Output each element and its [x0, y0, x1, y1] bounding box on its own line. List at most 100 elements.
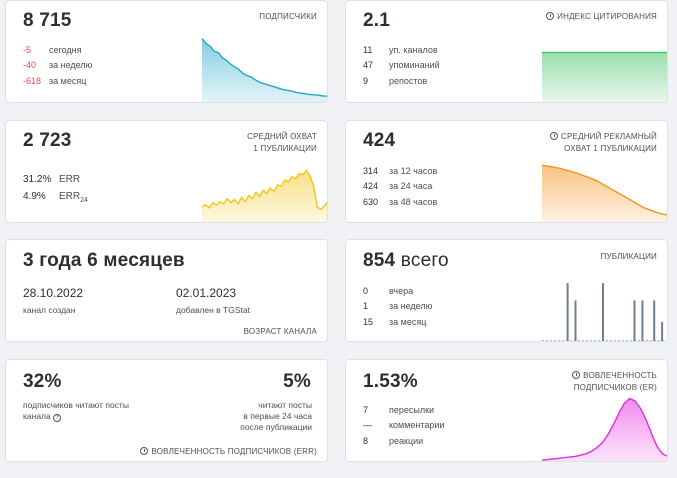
er-title-line1-wrap: ВОВЛЕЧЕННОСТЬ — [572, 370, 657, 382]
subscribers-row-week: -40 за неделю — [23, 60, 92, 71]
subscribers-today-label: сегодня — [49, 45, 82, 55]
subscribers-week-label: за неделю — [49, 60, 93, 70]
err-title-wrap: ВОВЛЕЧЕННОСТЬ ПОДПИСЧИКОВ (ERR) — [140, 446, 317, 458]
err-left-text-line2: канала — [23, 411, 51, 421]
publications-value: 854 — [363, 250, 396, 271]
publications-card[interactable]: 854 всего ПУБЛИКАЦИИ 0 вчера 1 за неделю… — [345, 239, 668, 342]
reach-chart[interactable] — [202, 169, 328, 223]
er-row-reactions: 8 реакции — [363, 436, 423, 447]
reach-card[interactable]: 2 723 СРЕДНИЙ ОХВАТ 1 ПУБЛИКАЦИИ 31.2% E… — [5, 120, 328, 223]
question-icon[interactable]: ? — [53, 414, 62, 422]
age-added-label: добавлен в TGStat — [176, 305, 250, 315]
ad-reach-24h-label: за 24 часа — [389, 181, 433, 191]
chart-line — [542, 397, 667, 461]
chart-bar — [661, 321, 664, 341]
ad-reach-24h-num: 424 — [363, 181, 379, 191]
ad-reach-chart[interactable] — [542, 164, 668, 223]
err-right-text: читают посты в первые 24 часа после публ… — [240, 400, 312, 433]
subscribers-card[interactable]: 8 715 ПОДПИСЧИКИ -5 сегодня -40 за недел… — [5, 0, 328, 103]
info-icon[interactable] — [572, 371, 581, 379]
subscribers-value: 8 715 — [23, 10, 72, 31]
err-right-text-line1: читают посты — [258, 400, 312, 410]
er-value: 1.53% — [363, 371, 418, 392]
info-icon[interactable] — [140, 447, 149, 455]
citation-title: ИНДЕКС ЦИТИРОВАНИЯ — [557, 12, 657, 21]
publications-week-label: за неделю — [389, 301, 433, 311]
reach-err24-label: ERR24 — [59, 191, 88, 206]
subscribers-chart[interactable] — [202, 37, 328, 103]
chart-area — [542, 398, 667, 461]
age-card[interactable]: 3 года 6 месяцев 28.10.2022 канал создан… — [5, 239, 328, 342]
er-reactions-label: реакции — [389, 436, 424, 446]
reach-err-value: 31.2% — [23, 174, 52, 185]
age-created-date: 28.10.2022 — [23, 286, 84, 300]
ad-reach-title-line1-wrap: СРЕДНИЙ РЕКЛАМНЫЙ — [550, 131, 657, 143]
er-card[interactable]: 1.53% ВОВЛЕЧЕННОСТЬ ПОДПИСЧИКОВ (ER) 7 п… — [345, 359, 668, 462]
chart-area — [542, 165, 667, 222]
ad-reach-48h-num: 630 — [363, 197, 379, 207]
chart-bar — [633, 300, 636, 341]
er-row-comments: — комментарии — [363, 420, 444, 431]
publications-month-num: 15 — [363, 317, 374, 327]
publications-chart[interactable] — [542, 282, 668, 342]
info-icon[interactable] — [546, 12, 555, 20]
citation-row-channels: 11 уп. каналов — [363, 45, 438, 56]
citation-mentions-label: упоминаний — [389, 60, 440, 70]
age-created-label: канал создан — [23, 305, 76, 315]
ad-reach-row-12h: 314 за 12 часов — [363, 166, 437, 177]
citation-channels-num: 11 — [363, 45, 373, 55]
age-added-date: 02.01.2023 — [176, 286, 237, 300]
er-row-forwards: 7 пересылки — [363, 405, 434, 416]
err-right-text-line3: после публикации — [240, 422, 312, 432]
subscribers-month-num: -618 — [23, 76, 42, 86]
er-forwards-label: пересылки — [389, 405, 435, 415]
citation-value: 2.1 — [363, 10, 391, 31]
citation-reposts-num: 9 — [363, 76, 369, 86]
ad-reach-48h-label: за 48 часов — [389, 197, 438, 207]
publications-row-yesterday: 0 вчера — [363, 286, 413, 297]
reach-err24-value: 4.9% — [23, 191, 46, 202]
err-left-text-line1: подписчиков читают посты — [23, 400, 129, 410]
ad-reach-value: 424 — [363, 130, 396, 151]
chart-line — [202, 169, 327, 211]
reach-err24-row: 4.9% ERR24 — [23, 191, 88, 206]
subscribers-today-num: -5 — [23, 45, 32, 55]
citation-row-mentions: 47 упоминаний — [363, 60, 440, 71]
publications-row-month: 15 за месяц — [363, 317, 426, 328]
err-card[interactable]: 32% подписчиков читают посты канала ? 5%… — [5, 359, 328, 462]
subscribers-title: ПОДПИСЧИКИ — [259, 12, 317, 21]
subscribers-week-num: -40 — [23, 60, 37, 70]
reach-err-label: ERR — [59, 174, 81, 185]
er-comments-label: комментарии — [389, 420, 445, 430]
er-comments-num: — — [363, 420, 372, 430]
reach-title-line2: 1 ПУБЛИКАЦИИ — [253, 144, 317, 153]
publications-title: ПУБЛИКАЦИИ — [600, 252, 657, 261]
citation-row-reposts: 9 репостов — [363, 76, 427, 87]
reach-title-line1: СРЕДНИЙ ОХВАТ — [247, 132, 317, 141]
chart-area — [542, 52, 667, 102]
citation-card[interactable]: 2.1 ИНДЕКС ЦИТИРОВАНИЯ 11 уп. каналов 47… — [345, 0, 668, 103]
publications-value-suffix: всего — [395, 250, 449, 271]
er-reactions-num: 8 — [363, 436, 369, 446]
subscribers-row-today: -5 сегодня — [23, 45, 82, 56]
citation-title-wrap: ИНДЕКС ЦИТИРОВАНИЯ — [546, 11, 657, 23]
publications-row-week: 1 за неделю — [363, 301, 432, 312]
chart-bar — [641, 300, 644, 341]
chart-line — [202, 38, 327, 97]
ad-reach-title: СРЕДНИЙ РЕКЛАМНЫЙ ОХВАТ 1 ПУБЛИКАЦИИ — [550, 131, 657, 155]
ad-reach-card[interactable]: 424 СРЕДНИЙ РЕКЛАМНЫЙ ОХВАТ 1 ПУБЛИКАЦИИ… — [345, 120, 668, 223]
citation-mentions-num: 47 — [363, 60, 374, 70]
info-icon[interactable] — [550, 132, 559, 140]
er-title-line1: ВОВЛЕЧЕННОСТЬ — [583, 371, 657, 380]
reach-err24-sub: 24 — [80, 197, 88, 204]
er-title-line2: ПОДПИСЧИКОВ (ER) — [573, 383, 657, 392]
err-left-text: подписчиков читают посты канала ? — [23, 400, 129, 422]
publications-yesterday-label: вчера — [389, 286, 414, 296]
er-forwards-num: 7 — [363, 405, 369, 415]
publications-value-wrap: 854 всего — [363, 250, 449, 272]
er-chart[interactable] — [542, 397, 668, 462]
citation-chart[interactable] — [542, 51, 668, 103]
err-right-text-line2: в первые 24 часа — [243, 411, 312, 421]
ad-reach-title-line1: СРЕДНИЙ РЕКЛАМНЫЙ — [561, 132, 657, 141]
ad-reach-title-line2: ОХВАТ 1 ПУБЛИКАЦИИ — [564, 144, 657, 153]
